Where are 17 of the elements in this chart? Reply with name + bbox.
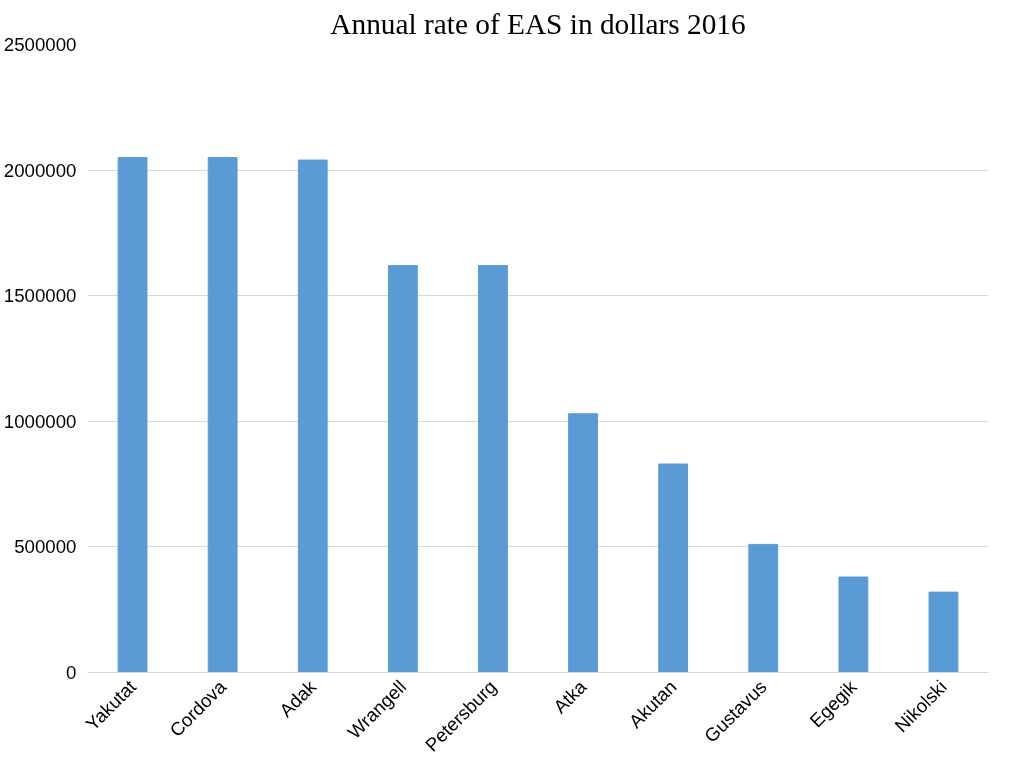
bar — [207, 157, 238, 673]
chart-title: Annual rate of EAS in dollars 2016 — [330, 7, 746, 40]
bar — [748, 543, 779, 673]
bar — [478, 265, 508, 673]
y-tick-label: 2500000 — [3, 34, 77, 55]
y-tick-label: 0 — [66, 662, 77, 683]
y-tick-label: 1000000 — [3, 410, 77, 432]
y-tick-label: 2000000 — [3, 159, 77, 181]
bar — [838, 576, 869, 673]
y-tick-label: 1500000 — [3, 285, 77, 307]
bar — [928, 591, 959, 673]
bar — [387, 265, 418, 673]
bar — [297, 159, 328, 673]
bar — [658, 463, 689, 673]
bar — [117, 157, 148, 673]
y-tick-label: 500000 — [14, 536, 77, 558]
bar — [568, 413, 598, 673]
